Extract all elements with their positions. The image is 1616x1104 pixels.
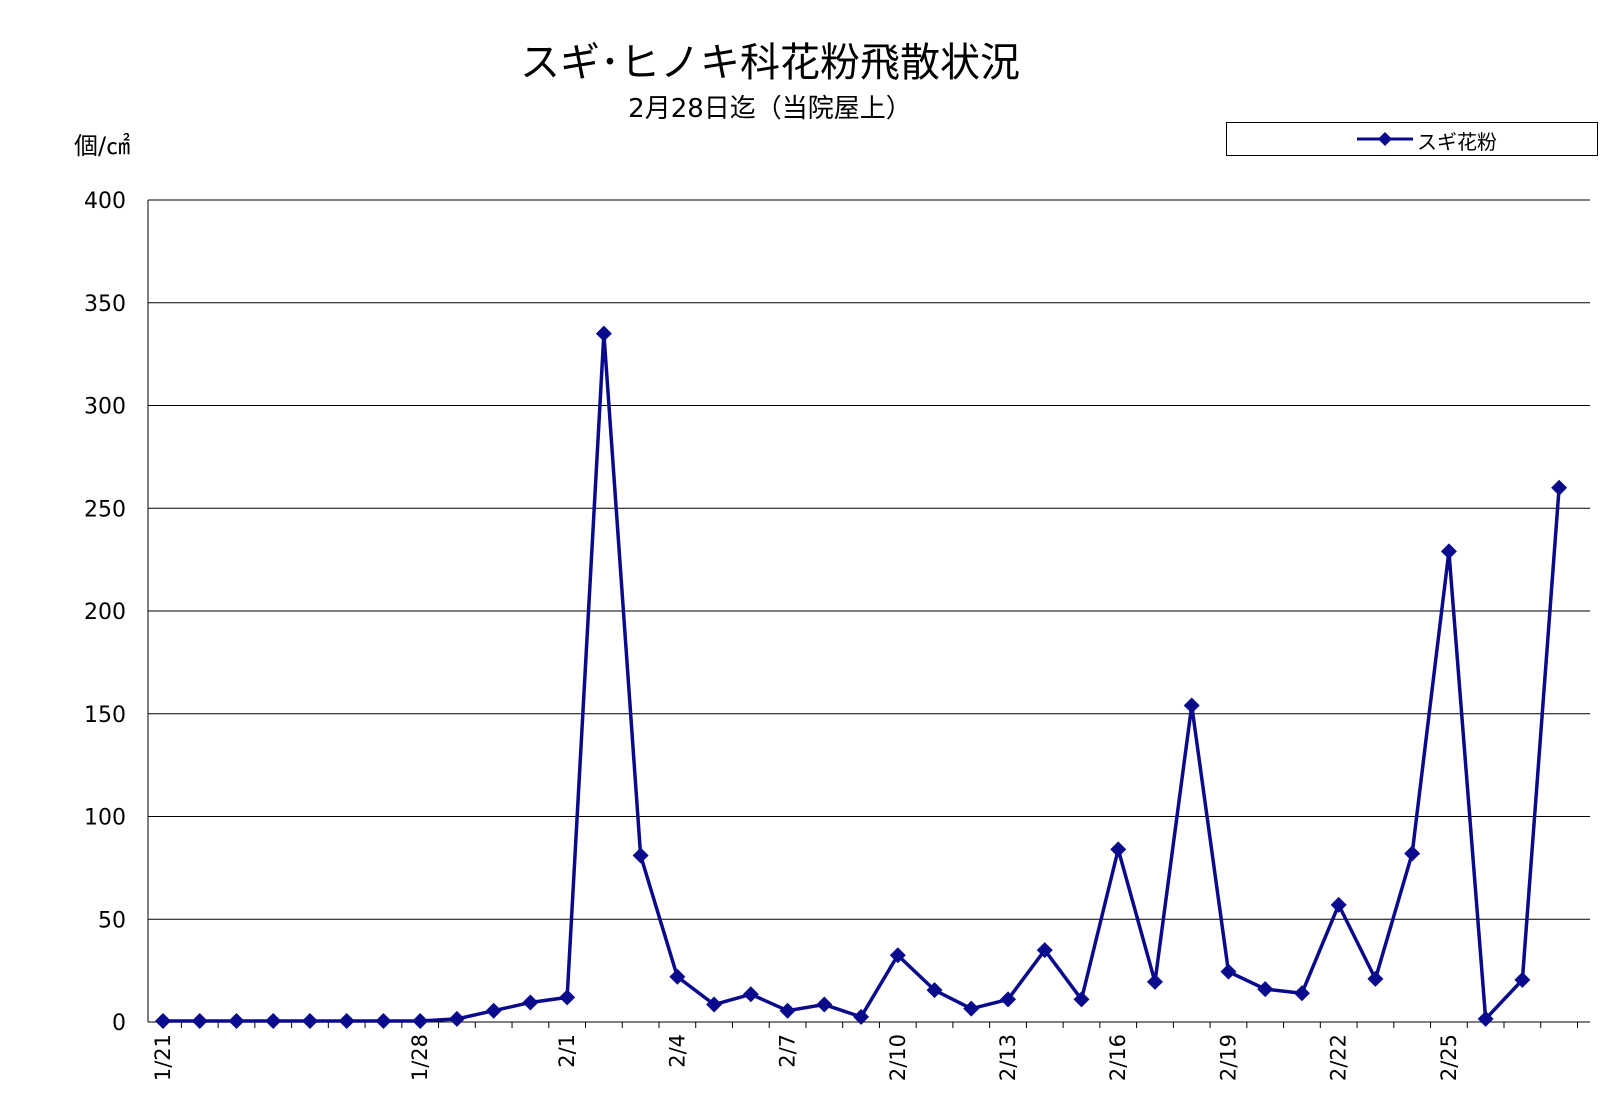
data-point — [1293, 985, 1310, 1002]
y-tick-label: 50 — [98, 908, 126, 933]
data-point — [1146, 973, 1163, 990]
x-tick-label: 2/13 — [996, 1034, 1020, 1081]
data-point — [301, 1012, 318, 1029]
data-point — [1551, 479, 1568, 496]
x-tick-label: 2/10 — [886, 1034, 910, 1081]
x-tick-label: 1/21 — [151, 1034, 175, 1081]
data-point — [853, 1008, 870, 1025]
x-tick-label: 1/28 — [408, 1034, 432, 1081]
chart-subtitle: 2月28日迄（当院屋上） — [628, 94, 912, 124]
x-tick-label: 2/7 — [776, 1034, 800, 1068]
y-tick-label: 350 — [84, 292, 126, 317]
data-point — [1220, 963, 1237, 980]
x-tick-label: 2/1 — [555, 1034, 579, 1068]
data-point — [412, 1012, 429, 1029]
x-tick-label: 2/22 — [1327, 1034, 1351, 1081]
data-point — [816, 996, 833, 1013]
x-tick-label: 2/16 — [1106, 1034, 1130, 1081]
data-point — [485, 1002, 502, 1019]
y-tick-label: 200 — [84, 600, 126, 625]
data-point — [632, 847, 649, 864]
y-tick-label: 400 — [84, 189, 126, 214]
y-axis-label: 個/㎠ — [74, 132, 131, 160]
data-point — [595, 325, 612, 342]
y-tick-label: 0 — [112, 1011, 126, 1036]
x-tick-label: 2/19 — [1216, 1034, 1240, 1081]
data-point — [1330, 896, 1347, 913]
legend-marker — [1357, 132, 1413, 146]
data-point — [1036, 942, 1053, 959]
data-point — [779, 1002, 796, 1019]
data-point — [1000, 991, 1017, 1008]
data-point — [1477, 1010, 1494, 1027]
data-point — [1514, 971, 1531, 988]
data-point — [963, 1000, 980, 1017]
legend: スギ花粉 — [1226, 122, 1598, 156]
x-tick-label: 2/4 — [665, 1034, 689, 1068]
data-point — [155, 1012, 171, 1029]
legend-label: スギ花粉 — [1417, 130, 1497, 154]
data-point — [375, 1012, 392, 1029]
data-point — [1257, 981, 1274, 998]
y-tick-label: 300 — [84, 395, 126, 420]
data-point — [742, 986, 759, 1003]
x-tick-label: 2/25 — [1437, 1034, 1461, 1081]
data-point — [559, 989, 576, 1006]
data-point — [1110, 841, 1127, 858]
y-tick-label: 100 — [84, 806, 126, 831]
data-point — [1183, 697, 1200, 714]
data-point — [1440, 543, 1457, 560]
data-point — [1367, 970, 1384, 987]
data-point — [669, 968, 686, 985]
y-tick-label: 250 — [84, 497, 126, 522]
data-point — [338, 1012, 355, 1029]
data-point — [191, 1012, 208, 1029]
data-point — [228, 1012, 245, 1029]
data-point — [265, 1012, 282, 1029]
data-point — [1404, 845, 1421, 862]
data-point — [706, 996, 723, 1013]
data-point — [1073, 991, 1090, 1008]
data-point — [889, 947, 906, 964]
series-line — [163, 331, 1561, 1023]
chart-title: スギ･ヒノキ科花粉飛散状況 — [520, 40, 1020, 86]
data-point — [522, 994, 539, 1011]
data-point — [448, 1010, 465, 1027]
data-point — [926, 982, 943, 999]
y-tick-label: 150 — [84, 703, 126, 728]
